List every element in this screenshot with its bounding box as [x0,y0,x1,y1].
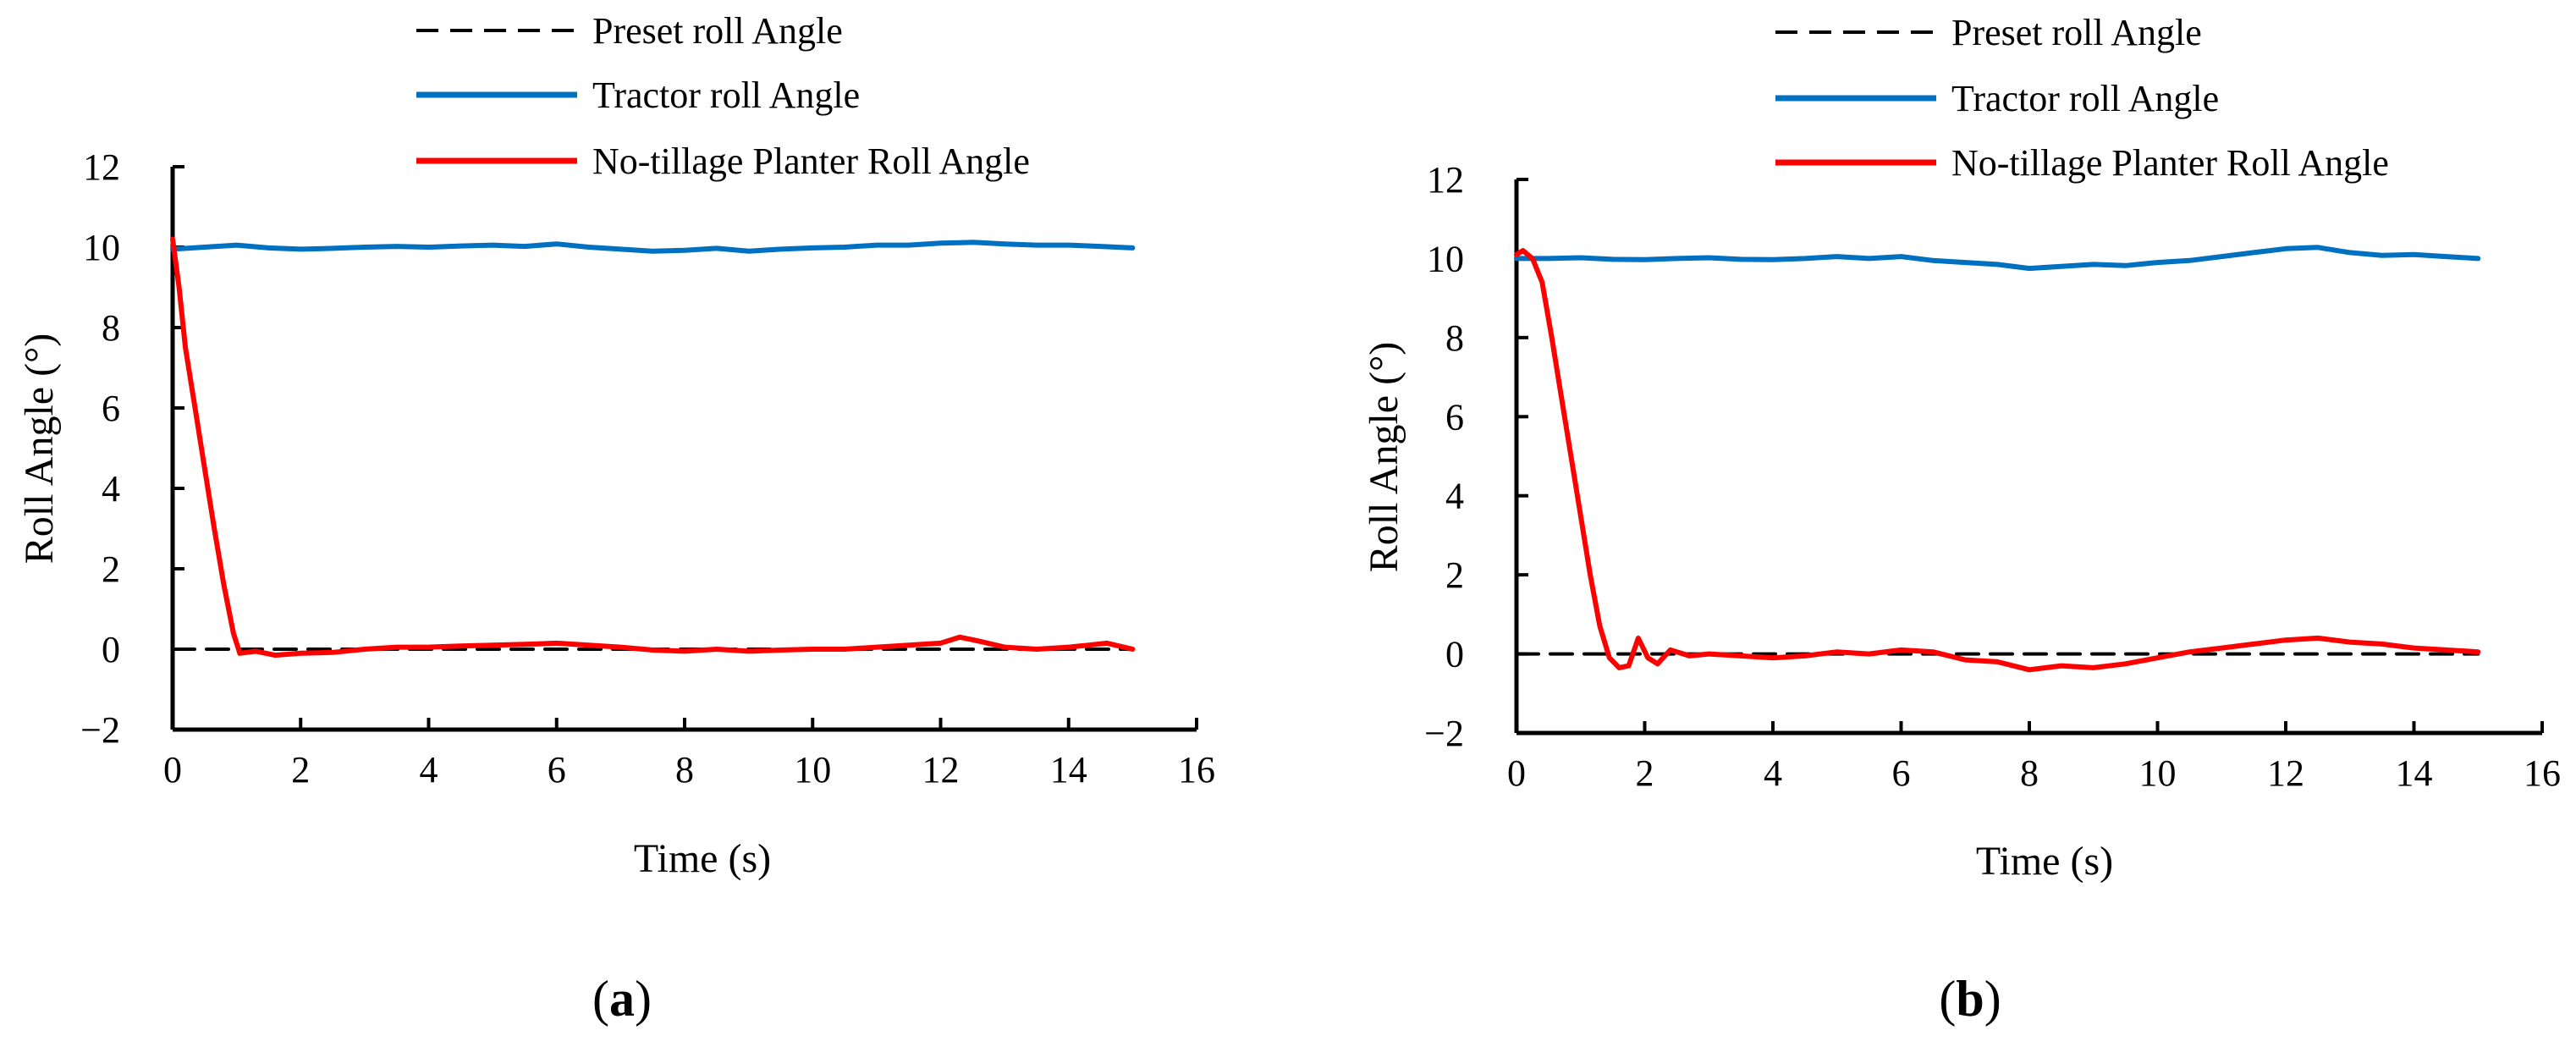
series-line-tractor-roll-angle [170,240,1136,254]
axis-ticks [171,165,1198,731]
x-tick-label: 2 [1636,752,1654,794]
x-tick-label: 14 [2396,752,2433,794]
y-tick-label: 6 [1445,396,1464,438]
y-tick-label: 8 [102,307,120,349]
panel-letter-b: b [1956,971,1984,1027]
x-tick-label: 12 [2267,752,2304,794]
y-tick-label: −2 [1424,713,1464,754]
x-tick-label: 4 [1764,752,1782,794]
panel-label-b: (b) [1939,971,2001,1027]
axis-tick-labels: 0 2 4 6 8 10 12 14 16 −2 0 2 4 6 8 10 12 [80,146,1215,791]
x-tick-label: 0 [163,749,182,791]
y-tick-label: −2 [80,709,120,751]
legend-label-planter: No-tillage Planter Roll Angle [592,141,1030,182]
legend-label-preset: Preset roll Angle [592,10,843,52]
x-tick-label: 10 [794,749,831,791]
y-axis-title: Roll Angle (°) [1362,342,1406,573]
y-tick-label: 0 [102,629,120,670]
chart-panel-b: Preset roll Angle Tractor roll Angle No-… [1362,12,2561,1027]
panel-label-a: (a) [592,971,652,1027]
x-tick-label: 4 [420,749,438,791]
y-tick-label: 2 [1445,554,1464,596]
x-tick-label: 6 [1892,752,1911,794]
axis-tick-labels: 0 2 4 6 8 10 12 14 16 −2 0 2 4 6 8 10 12 [1424,159,2561,794]
chart-panel-a: Preset roll Angle Tractor roll Angle No-… [17,10,1215,1027]
y-axis-title: Roll Angle (°) [17,333,62,565]
y-tick-label: 12 [1427,159,1464,201]
x-tick-label: 16 [1178,749,1215,791]
legend: Preset roll Angle Tractor roll Angle No-… [1775,12,2389,184]
panel-letter-a: a [609,971,635,1027]
x-tick-label: 2 [291,749,310,791]
x-tick-label: 6 [548,749,566,791]
legend-label-preset: Preset roll Angle [1951,12,2202,53]
y-tick-label: 0 [1445,634,1464,675]
y-tick-label: 8 [1445,317,1464,359]
series-group [1514,245,2481,673]
x-tick-label: 14 [1050,749,1087,791]
y-tick-label: 12 [83,146,120,188]
x-tick-label: 12 [922,749,960,791]
x-axis-title: Time (s) [634,836,771,881]
series-line-no-tillage-planter-roll-angle [170,236,1136,659]
x-tick-label: 8 [675,749,694,791]
legend: Preset roll Angle Tractor roll Angle No-… [416,10,1030,182]
legend-label-tractor: Tractor roll Angle [592,74,860,116]
x-tick-label: 8 [2020,752,2039,794]
x-tick-label: 0 [1507,752,1526,794]
legend-label-tractor: Tractor roll Angle [1951,78,2219,119]
legend-label-planter: No-tillage Planter Roll Angle [1951,142,2389,184]
series-line-no-tillage-planter-roll-angle [1514,248,2481,673]
x-tick-label: 16 [2524,752,2561,794]
y-tick-label: 2 [102,548,120,590]
y-tick-label: 4 [1445,476,1464,517]
series-group [170,236,1136,659]
y-tick-label: 6 [102,388,120,429]
series-line-tractor-roll-angle [1514,245,2481,272]
y-tick-label: 10 [1427,238,1464,279]
y-tick-label: 4 [102,468,120,510]
x-tick-label: 10 [2139,752,2177,794]
x-axis-title: Time (s) [1976,839,2113,884]
y-tick-label: 10 [83,227,120,268]
